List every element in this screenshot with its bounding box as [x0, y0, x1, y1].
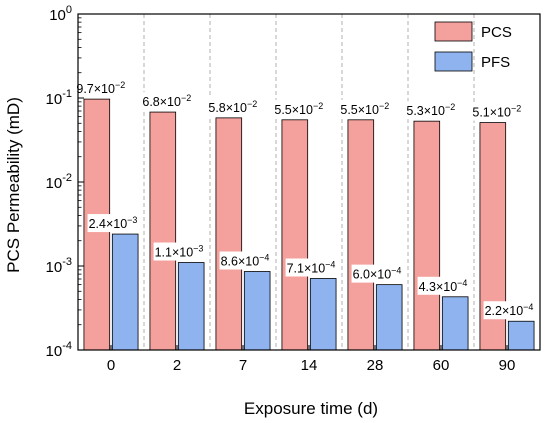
data-label-bg	[405, 101, 457, 120]
bar-pcs-2	[149, 111, 177, 351]
x-axis-title: Exposure time (d)	[244, 399, 378, 418]
y-tick-label: 10-4	[46, 340, 72, 360]
data-label-pcs-0: 9.7×10−2	[76, 80, 125, 96]
data-label-bg	[285, 258, 337, 277]
data-label-bg	[75, 79, 127, 98]
bar-pfs-0	[111, 233, 139, 351]
data-label-bg	[219, 251, 271, 270]
data-label-bg	[153, 242, 205, 261]
x-tick-label: 0	[107, 357, 115, 374]
data-label-pfs-7: 8.6×10−4	[221, 253, 270, 269]
legend-swatch-pfs	[434, 51, 473, 72]
data-label-pcs-60: 5.3×10−2	[406, 102, 455, 118]
y-axis-title: PCS Permeability (mD)	[4, 97, 23, 273]
bar-pcs-60	[413, 120, 441, 351]
data-label-pfs-0: 2.4×10−3	[89, 215, 138, 231]
data-label-bg	[351, 264, 403, 283]
data-label-pcs-90: 5.1×10−2	[472, 104, 521, 120]
data-label-pfs-60: 4.3×10−4	[419, 278, 468, 294]
axes: 10-4 10-3 10-2 10-1 100 0 2 7 14 28 60 90	[46, 4, 541, 374]
data-label-bg	[483, 301, 535, 320]
y-tick-label: 10-3	[46, 256, 72, 276]
data-label-bg	[471, 102, 523, 121]
data-label-bg	[141, 92, 193, 111]
bar-pcs-14	[281, 119, 309, 351]
bar-pfs-2	[177, 262, 205, 351]
data-label-pfs-14: 7.1×10−4	[287, 259, 336, 275]
legend: PCS PFS	[434, 21, 512, 72]
data-label-pfs-90: 2.2×10−4	[485, 302, 534, 318]
x-tick-label: 90	[499, 357, 516, 374]
grid	[143, 14, 475, 350]
data-label-pcs-2: 6.8×10−2	[142, 93, 191, 109]
data-label-bg	[273, 99, 325, 118]
bar-pcs-28	[347, 119, 375, 351]
data-label-bg	[417, 276, 469, 295]
data-label-bg	[207, 97, 259, 116]
legend-label-pcs: PCS	[481, 24, 512, 41]
bar-pcs-7	[215, 117, 243, 351]
x-tick-label: 7	[239, 357, 247, 374]
x-tick-label: 60	[433, 357, 450, 374]
bar-pfs-28	[375, 284, 403, 351]
y-tick-label: 10-1	[46, 88, 72, 108]
legend-swatch-pcs	[434, 21, 473, 42]
legend-label-pfs: PFS	[481, 54, 510, 71]
data-label-pcs-7: 5.8×10−2	[208, 99, 257, 115]
y-tick-label: 100	[49, 4, 72, 24]
x-tick-label: 28	[367, 357, 384, 374]
data-label-pfs-28: 6.0×10−4	[353, 266, 402, 282]
y-tick-label: 10-2	[46, 172, 72, 192]
bar-pfs-60	[441, 296, 469, 351]
bar-pfs-90	[507, 320, 535, 351]
data-label-bg	[339, 99, 391, 118]
data-label-bg	[87, 214, 139, 233]
data-labels: 9.7×10−2 2.4×10−3 6.8×10−2 1.1×10−3 5.8×10−2…	[75, 79, 535, 320]
data-label-pfs-2: 1.1×10−3	[155, 244, 204, 260]
x-tick-label: 2	[173, 357, 181, 374]
x-tick-label: 14	[301, 357, 318, 374]
data-label-pcs-28: 5.5×10−2	[340, 101, 389, 117]
bar-pfs-14	[309, 278, 337, 351]
bar-pfs-7	[243, 271, 271, 351]
data-label-pcs-14: 5.5×10−2	[274, 101, 323, 117]
